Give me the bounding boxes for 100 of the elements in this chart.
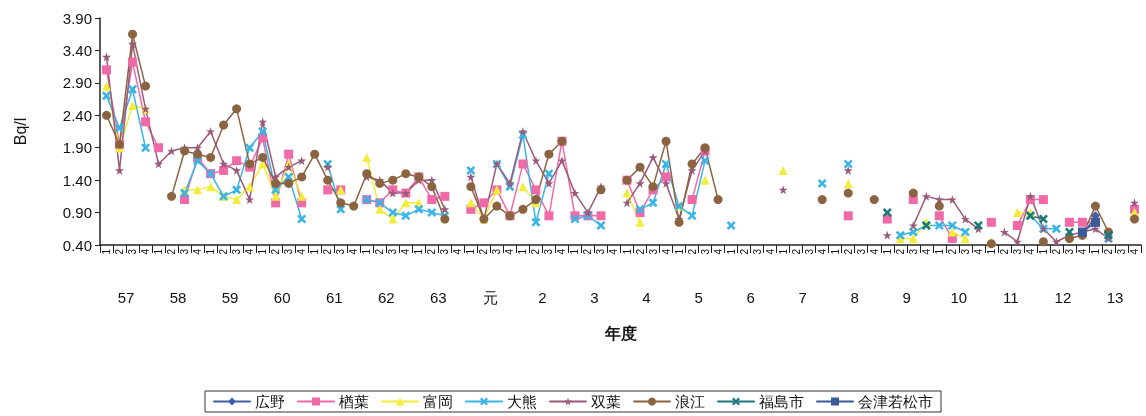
x-tick-label: 4	[400, 248, 412, 255]
x-tick-label: 1	[257, 248, 269, 255]
x-tick-label: 2	[270, 248, 282, 255]
y-tick-label: 3.90	[62, 9, 92, 27]
x-tick-label: 2	[218, 248, 230, 255]
x-tick-label: 4	[920, 248, 932, 255]
x-tick-label: 3	[543, 248, 555, 255]
x-tick-label: 4	[660, 248, 672, 255]
x-tick-label: 3	[907, 248, 919, 255]
x-tick-label: 2	[530, 248, 542, 255]
text: 59	[221, 288, 239, 306]
x-tick-label: 2	[998, 248, 1010, 255]
x-tick-label: 1	[569, 248, 581, 255]
x-tick-label: 2	[1050, 248, 1062, 255]
text: 7	[798, 288, 807, 306]
x-tick-label: 1	[517, 248, 529, 255]
legend-label: 広野	[255, 393, 285, 410]
text: 5	[694, 288, 703, 306]
legend-label: 双葉	[591, 393, 621, 410]
text: 63	[429, 288, 447, 306]
text: 61	[325, 288, 343, 306]
x-tick-label: 4	[764, 248, 776, 255]
x-tick-label: 3	[491, 248, 503, 255]
x-tick-label: 1	[309, 248, 321, 255]
x-tick-label: 1	[361, 248, 373, 255]
y-tick-label: 1.90	[62, 139, 92, 157]
x-tick-label: 1	[153, 248, 165, 255]
x-tick-label: 3	[751, 248, 763, 255]
legend-label: 楢葉	[339, 393, 369, 410]
x-tick-label: 2	[426, 248, 438, 255]
x-tick-label: 3	[595, 248, 607, 255]
legend-label: 福島市	[759, 393, 804, 410]
x-tick-label: 3	[387, 248, 399, 255]
x-tick-label: 4	[608, 248, 620, 255]
x-tick-label: 2	[1102, 248, 1114, 255]
x-tick-label: 1	[829, 248, 841, 255]
x-tick-label: 2	[790, 248, 802, 255]
x-tick-label: 4	[816, 248, 828, 255]
x-tick-label: 4	[1024, 248, 1036, 255]
x-tick-label: 2	[946, 248, 958, 255]
x-tick-label: 3	[803, 248, 815, 255]
x-tick-label: 4	[504, 248, 516, 255]
x-tick-label: 2	[166, 248, 178, 255]
x-tick-label: 3	[439, 248, 451, 255]
x-axis-title: 年度	[603, 323, 637, 342]
x-tick-label: 3	[699, 248, 711, 255]
x-tick-label: 2	[686, 248, 698, 255]
x-tick-label: 4	[452, 248, 464, 255]
text: 13	[1106, 288, 1124, 306]
x-tick-label: 1	[413, 248, 425, 255]
x-tick-label: 4	[348, 248, 360, 255]
x-tick-label: 2	[894, 248, 906, 255]
y-tick-label: 0.40	[62, 236, 92, 254]
legend-label: 富岡	[423, 393, 453, 410]
x-tick-label: 2	[842, 248, 854, 255]
text: 3	[590, 288, 599, 306]
y-tick-label: 2.90	[62, 74, 92, 92]
text: 6	[746, 288, 755, 306]
text: 8	[850, 288, 859, 306]
x-tick-label: 1	[465, 248, 477, 255]
x-tick-label: 3	[179, 248, 191, 255]
x-tick-label: 3	[855, 248, 867, 255]
x-tick-label: 1	[725, 248, 737, 255]
x-tick-label: 2	[634, 248, 646, 255]
text: 58	[169, 288, 187, 306]
x-tick-label: 4	[140, 248, 152, 255]
y-tick-label: 2.40	[62, 106, 92, 124]
x-tick-label: 3	[127, 248, 139, 255]
x-tick-label: 1	[933, 248, 945, 255]
text: 11	[1003, 288, 1019, 306]
x-tick-label: 3	[647, 248, 659, 255]
text: 62	[377, 288, 395, 306]
x-tick-label: 1	[1037, 248, 1049, 255]
x-tick-label: 3	[1011, 248, 1023, 255]
x-tick-label: 4	[244, 248, 256, 255]
text: 10	[950, 288, 968, 306]
x-tick-label: 4	[972, 248, 984, 255]
text: 57	[117, 288, 135, 306]
x-tick-label: 1	[101, 248, 113, 255]
x-tick-label: 4	[1128, 248, 1140, 255]
x-tick-label: 1	[621, 248, 633, 255]
text: 元	[482, 288, 498, 306]
y-axis-title: Bq/l	[11, 117, 29, 146]
x-tick-label: 2	[738, 248, 750, 255]
text: 4	[642, 288, 651, 306]
text: 12	[1054, 288, 1072, 306]
x-tick-label: 2	[478, 248, 490, 255]
x-tick-label: 3	[283, 248, 295, 255]
x-tick-label: 3	[231, 248, 243, 255]
x-tick-label: 2	[114, 248, 126, 255]
x-tick-label: 1	[777, 248, 789, 255]
x-tick-label: 2	[322, 248, 334, 255]
legend-label: 大熊	[507, 393, 537, 410]
x-tick-label: 2	[374, 248, 386, 255]
text: 2	[538, 288, 547, 306]
x-tick-label: 3	[335, 248, 347, 255]
x-tick-label: 4	[868, 248, 880, 255]
x-tick-label: 1	[881, 248, 893, 255]
x-tick-label: 3	[1063, 248, 1075, 255]
legend-label: 会津若松市	[858, 393, 933, 410]
